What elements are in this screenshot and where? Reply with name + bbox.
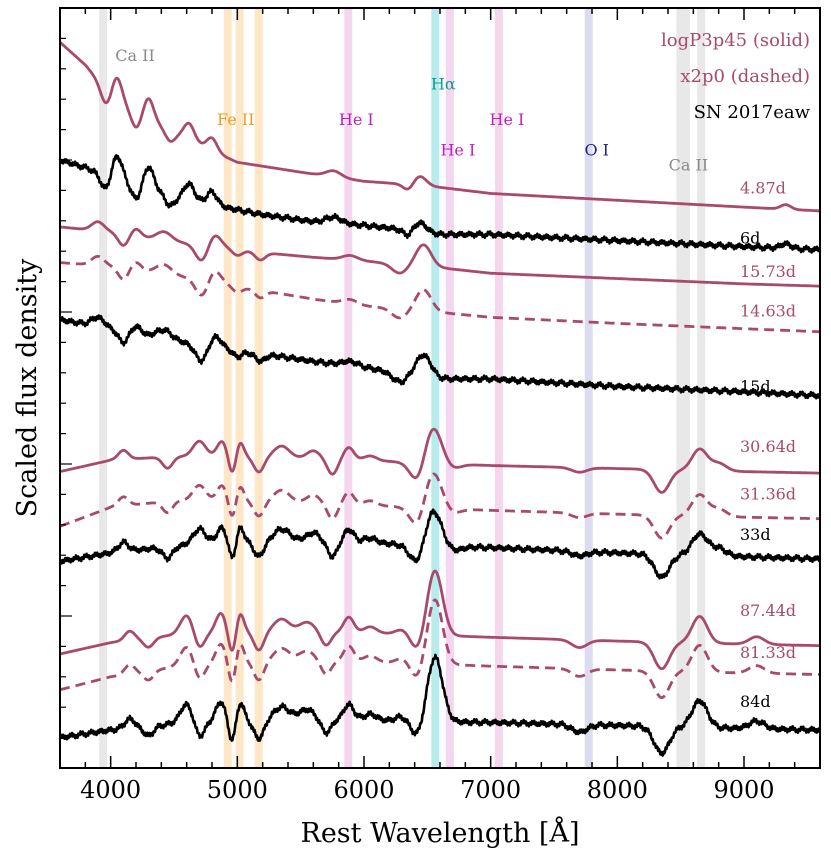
x-tick-label-4000: 4000: [80, 776, 141, 804]
epoch-label-31-36d: 31.36d: [740, 485, 796, 504]
epoch-label-33d: 33d: [740, 525, 771, 544]
x-tick-label-9000: 9000: [713, 776, 774, 804]
epoch-label-84d: 84d: [740, 692, 771, 711]
legend-entry-x2p0-dashed: x2p0 (dashed): [680, 66, 810, 87]
x-axis-label: Rest Wavelength [Å]: [300, 816, 579, 849]
line-label-fe-ii-4924: Fe II: [217, 110, 254, 129]
band-fe-ii-5018: [235, 8, 244, 768]
x-tick-label-5000: 5000: [207, 776, 268, 804]
series-line-31-36d: [59, 472, 821, 540]
series-line-4-87d: [59, 41, 821, 213]
series-line-15-73d: [59, 220, 821, 288]
x-tick-label-8000: 8000: [587, 776, 648, 804]
x-tick-label-7000: 7000: [460, 776, 521, 804]
line-id-labels: Ca II Fe II He I Hα He I He I O I Ca II: [115, 46, 708, 174]
x-tick-label-6000: 6000: [333, 776, 394, 804]
series-line-14-63d: [59, 254, 821, 334]
band-ca-ii-8662: [697, 8, 706, 768]
epoch-label-14-63d: 14.63d: [740, 302, 796, 321]
band-h-6563: [431, 8, 440, 768]
line-label-he-i-7065: He I: [489, 110, 524, 129]
line-label-ca-ii-3940: Ca II: [115, 46, 155, 65]
series-line-6d: [58, 154, 822, 254]
line-label-ca-ii-8498: Ca II: [669, 156, 709, 175]
epoch-label-15d: 15d: [740, 377, 771, 396]
band-ca-ii-3940: [99, 8, 108, 768]
legend: logP3p45 (solid) x2p0 (dashed) SN 2017eaw: [661, 30, 811, 123]
epoch-label-15-73d: 15.73d: [740, 262, 796, 281]
epoch-label-6d: 6d: [740, 229, 760, 248]
line-label-he-i-5876: He I: [339, 110, 374, 129]
band-he-i-7065: [494, 8, 503, 768]
line-label-h-6563: Hα: [431, 74, 456, 93]
epoch-label-4-87d: 4.87d: [740, 178, 786, 197]
legend-entry-sn-2017eaw: SN 2017eaw: [694, 102, 811, 123]
axis-ticks: 4000 5000 6000 7000 8000 9000: [59, 7, 821, 804]
series-line-15d: [59, 314, 822, 400]
series-line-84d: [58, 653, 822, 757]
series-line-30-64d: [59, 427, 821, 494]
legend-entry-logp3p45-solid: logP3p45 (solid): [661, 30, 810, 51]
y-axis-label: Scaled flux density: [12, 258, 43, 517]
line-label-o-i-7774: O I: [584, 140, 609, 159]
epoch-label-30-64d: 30.64d: [740, 437, 796, 456]
line-label-he-i-6678: He I: [440, 140, 475, 159]
band-fe-ii-5169: [254, 8, 263, 768]
band-fe-ii-4924: [223, 8, 232, 768]
epoch-label-81-33d: 81.33d: [740, 643, 796, 662]
band-o-i-7774: [584, 8, 593, 768]
series-line-81-33d: [59, 598, 821, 699]
spectra-series: [58, 41, 822, 757]
epoch-label-87-44d: 87.44d: [740, 601, 796, 620]
band-he-i-5876: [344, 8, 353, 768]
series-line-33d: [58, 508, 822, 580]
series-line-87-44d: [59, 569, 821, 671]
band-he-i-6678: [445, 8, 454, 768]
epoch-labels: 4.87d 6d 15.73d 14.63d 15d 30.64d 31.36d 33d 87.…: [740, 178, 796, 711]
